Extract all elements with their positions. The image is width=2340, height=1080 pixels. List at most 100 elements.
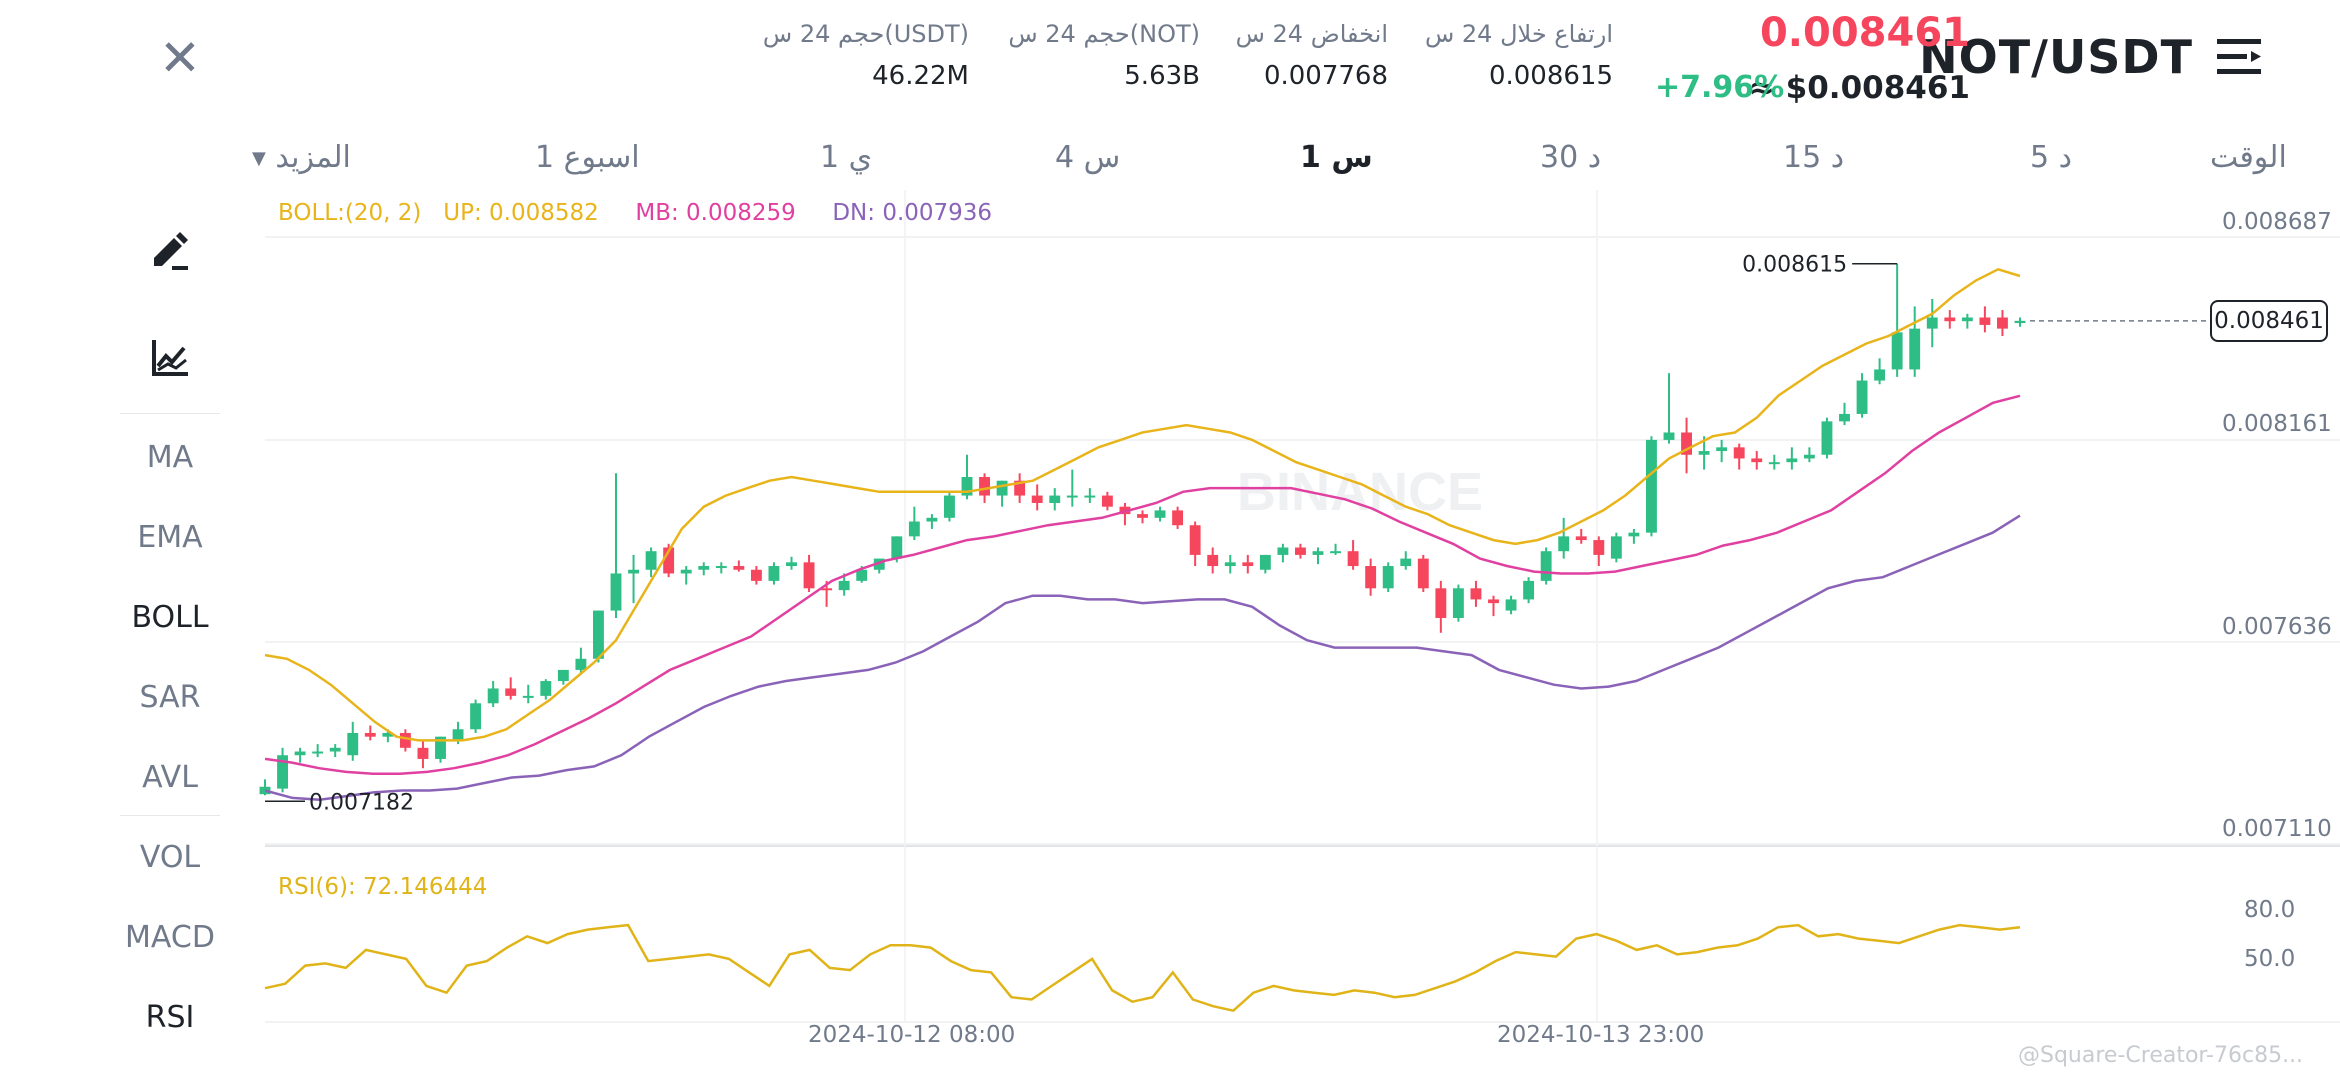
candle-body [663, 547, 675, 574]
candle-body [312, 751, 324, 754]
indicator-ma[interactable]: MA [146, 440, 194, 475]
candle-body [1926, 317, 1938, 329]
pair-header[interactable]: NOT/USDT [1919, 30, 2263, 84]
candle-body [838, 580, 850, 591]
candle-body [1242, 562, 1254, 567]
binance-watermark: BINANCE [1237, 462, 1483, 522]
tab-1d[interactable]: 1 ي [820, 140, 873, 175]
candle-body [961, 477, 973, 496]
candle-body [364, 732, 376, 737]
tab-4h[interactable]: 4 س [1055, 140, 1121, 175]
candle-body [803, 562, 815, 589]
candle-body [557, 669, 569, 682]
usd-price: ≈ $0.008461 [1748, 70, 1970, 106]
candle-body [1681, 432, 1692, 455]
boll-up-value: UP: 0.008582 [443, 200, 599, 226]
rsi-line [264, 923, 2021, 1013]
candle-body [1698, 451, 1710, 455]
candle-body [944, 495, 955, 518]
candle-body [1365, 566, 1377, 589]
indicator-icon[interactable] [148, 336, 192, 380]
candle-body [1470, 588, 1482, 600]
indicator-macd[interactable]: MACD [125, 920, 215, 955]
candle-body [417, 747, 429, 759]
stat-label-vol-usdt: حجم 24 س(USDT) [762, 20, 969, 48]
indicator-rsi[interactable]: RSI [145, 1000, 195, 1035]
candle-body [979, 477, 990, 496]
candle-body [1540, 551, 1552, 581]
candle-body [1663, 432, 1675, 440]
candle-body [1891, 332, 1903, 370]
candle-body [750, 569, 762, 581]
rsi-legend: RSI(6): 72.146444 [278, 874, 488, 900]
indicator-boll[interactable]: BOLL [131, 600, 209, 635]
candle-body [891, 536, 903, 559]
candle-body [277, 755, 288, 789]
menu-icon[interactable] [2215, 37, 2263, 77]
candle-body [575, 658, 587, 670]
candle-body [996, 480, 1008, 496]
candle-body [2014, 320, 2026, 324]
tab-more[interactable]: ▼ المزيد [252, 140, 351, 175]
boll-up-line [264, 267, 2021, 742]
indicator-vol[interactable]: VOL [139, 840, 201, 875]
stat-label-vol-not: حجم 24 س(NOT) [1008, 20, 1200, 48]
rsi-tick: 80.0 [2244, 897, 2296, 923]
tab-15m[interactable]: 15 د [1783, 140, 1845, 175]
candle-body [768, 566, 780, 581]
candle-body [435, 736, 446, 759]
candle-body [1330, 551, 1341, 554]
candle-body [1646, 439, 1657, 533]
candle-body [1400, 558, 1412, 567]
indicator-ema[interactable]: EMA [137, 520, 203, 555]
candle-body [1066, 495, 1078, 498]
date-label: 2024-10-13 23:00 [1497, 1022, 1705, 1048]
candle-body [1189, 525, 1201, 555]
candle-body [1101, 495, 1113, 507]
change-percent: +7.96% [1655, 70, 1785, 105]
tab-1h[interactable]: 1 س [1300, 140, 1373, 175]
sidebar-divider [120, 815, 220, 816]
boll-dn-line [264, 514, 2021, 801]
candle-body [856, 569, 868, 581]
candle-body [908, 521, 920, 537]
stat-value-vol-usdt: 46.22M [872, 61, 969, 91]
tab-1w[interactable]: 1 اسبوع [535, 140, 640, 175]
candle-body [1259, 554, 1271, 570]
candle-body [1997, 317, 2008, 329]
price-tick: 0.007110 [2222, 816, 2332, 842]
draw-icon[interactable] [148, 228, 192, 272]
candle-body [715, 566, 727, 569]
tab-30m[interactable]: 30 د [1540, 140, 1602, 175]
candle-body [1751, 458, 1763, 463]
tab-5m[interactable]: 5 د [2030, 140, 2072, 175]
current-price-tag: 0.008461 [2210, 299, 2328, 342]
candle-body [1979, 317, 1991, 325]
candle-body [294, 751, 306, 756]
stat-label-high: ارتفاع خلال 24 س [1424, 20, 1613, 48]
candle-body [1154, 510, 1166, 518]
candle-body [1523, 580, 1535, 600]
candle-body [1593, 540, 1605, 555]
candle-body [259, 786, 271, 795]
candle-body [1716, 447, 1728, 452]
candle-body [329, 747, 341, 752]
chevron-down-icon: ▼ [252, 148, 266, 169]
candle-body [1435, 588, 1447, 618]
candle-body [1137, 514, 1148, 518]
candle-body [821, 588, 833, 591]
indicator-sar[interactable]: SAR [139, 680, 201, 715]
candle-body [522, 695, 534, 698]
sidebar-divider [120, 413, 220, 414]
candle-body [1084, 495, 1096, 498]
indicator-avl[interactable]: AVL [142, 760, 198, 795]
candle-body [1768, 462, 1780, 465]
candle-body [733, 566, 745, 570]
candle-body [873, 558, 885, 570]
close-icon[interactable]: ✕ [159, 29, 201, 87]
candle-body [1172, 510, 1184, 526]
candle-body [786, 562, 797, 567]
price-tick: 0.008161 [2222, 411, 2332, 437]
candle-body [1874, 369, 1886, 381]
